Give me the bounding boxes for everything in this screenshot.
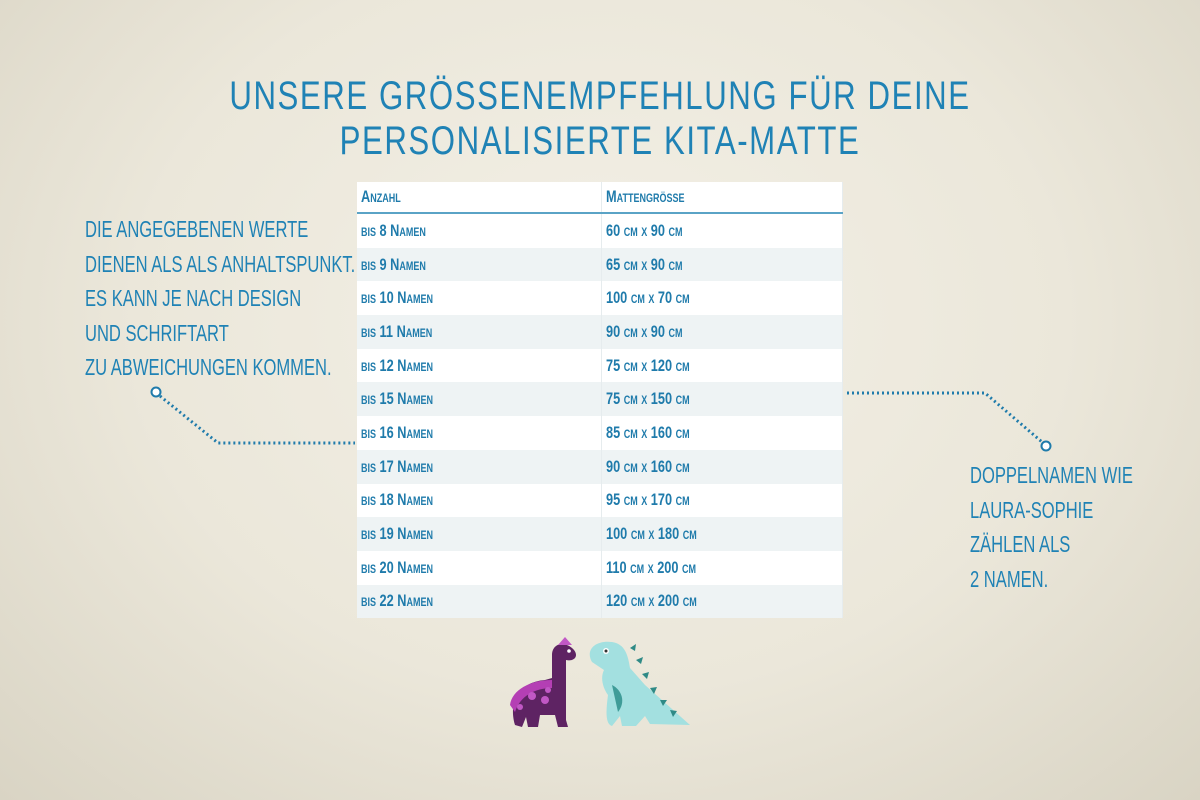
- note-line: Laura-Sophie: [970, 496, 1094, 523]
- size-table: Anzahl Mattengröße bis 8 Namen 60 cm x 90…: [357, 182, 843, 619]
- cell-size: 90 cm x 90 cm: [601, 315, 843, 349]
- table-row: bis 12 Namen 75 cm x 120 cm: [357, 348, 843, 383]
- table-row: bis 22 Namen 120 cm x 200 cm: [357, 584, 843, 619]
- cell-count: bis 15 Namen: [357, 382, 602, 417]
- table-row: bis 20 Namen 110 cm x 200 cm: [357, 550, 843, 585]
- cell-count: bis 12 Namen: [357, 348, 602, 383]
- cell-size: 75 cm x 120 cm: [601, 348, 843, 383]
- table-row: bis 17 Namen 90 cm x 160 cm: [357, 449, 843, 484]
- right-connector-dot: [1040, 440, 1052, 452]
- cell-count: bis 17 Namen: [357, 449, 602, 484]
- note-line: und Schriftart: [85, 319, 229, 346]
- note-line: zählen als: [970, 531, 1071, 557]
- left-connector-dot: [150, 386, 162, 398]
- cell-size: 60 cm x 90 cm: [601, 213, 843, 248]
- cell-count: bis 8 Namen: [357, 213, 602, 248]
- cell-size: 120 cm x 200 cm: [601, 584, 843, 619]
- cell-count: bis 22 Namen: [357, 584, 602, 619]
- note-line: Doppelnamen wie: [970, 462, 1133, 488]
- purple-dinosaur-icon: [510, 637, 577, 727]
- table-row: bis 11 Namen 90 cm x 90 cm: [357, 315, 843, 349]
- right-note: Doppelnamen wie Laura-Sophie zählen als …: [970, 458, 1133, 596]
- table-row: bis 19 Namen 100 cm x 180 cm: [357, 517, 843, 551]
- note-line: Es kann je nach Design: [85, 285, 302, 311]
- table-row: bis 10 Namen 100 cm x 70 cm: [357, 281, 843, 316]
- table-row: bis 9 Namen 65 cm x 90 cm: [357, 247, 843, 282]
- cell-size: 100 cm x 70 cm: [601, 281, 843, 316]
- header-count: Anzahl: [357, 182, 602, 214]
- left-note: Die angegebenen Werte dienen als als Anh…: [85, 212, 355, 385]
- cell-size: 75 cm x 150 cm: [601, 382, 843, 417]
- cell-size: 110 cm x 200 cm: [601, 550, 843, 585]
- table-row: bis 8 Namen 60 cm x 90 cm: [357, 213, 843, 248]
- cell-size: 85 cm x 160 cm: [601, 416, 843, 450]
- table-header-row: Anzahl Mattengröße: [357, 182, 843, 214]
- cell-count: bis 10 Namen: [357, 281, 602, 316]
- cell-count: bis 19 Namen: [357, 517, 602, 551]
- cell-size: 90 cm x 160 cm: [601, 449, 843, 484]
- cell-count: bis 18 Namen: [357, 483, 602, 518]
- header-size: Mattengröße: [601, 182, 843, 214]
- cell-count: bis 16 Namen: [357, 416, 602, 450]
- note-line: dienen als als Anhaltspunkt.: [85, 250, 356, 277]
- page-title: Unsere Größenempfehlung für deine person…: [229, 74, 971, 163]
- cell-size: 100 cm x 180 cm: [601, 517, 843, 551]
- right-connector: [847, 391, 1043, 444]
- table-row: bis 15 Namen 75 cm x 150 cm: [357, 382, 843, 417]
- cell-size: 65 cm x 90 cm: [601, 247, 843, 282]
- note-line: 2 Namen.: [970, 565, 1049, 592]
- note-line: Die angegebenen Werte: [85, 216, 309, 242]
- table-row: bis 16 Namen 85 cm x 160 cm: [357, 416, 843, 450]
- cell-count: bis 20 Namen: [357, 550, 602, 585]
- cell-count: bis 11 Namen: [357, 315, 602, 349]
- cell-size: 95 cm x 170 cm: [601, 483, 843, 518]
- table-row: bis 18 Namen 95 cm x 170 cm: [357, 483, 843, 518]
- left-connector: [159, 394, 355, 445]
- cell-count: bis 9 Namen: [357, 247, 602, 282]
- note-line: zu Abweichungen kommen.: [85, 354, 332, 380]
- teal-dinosaur-icon: [589, 641, 690, 726]
